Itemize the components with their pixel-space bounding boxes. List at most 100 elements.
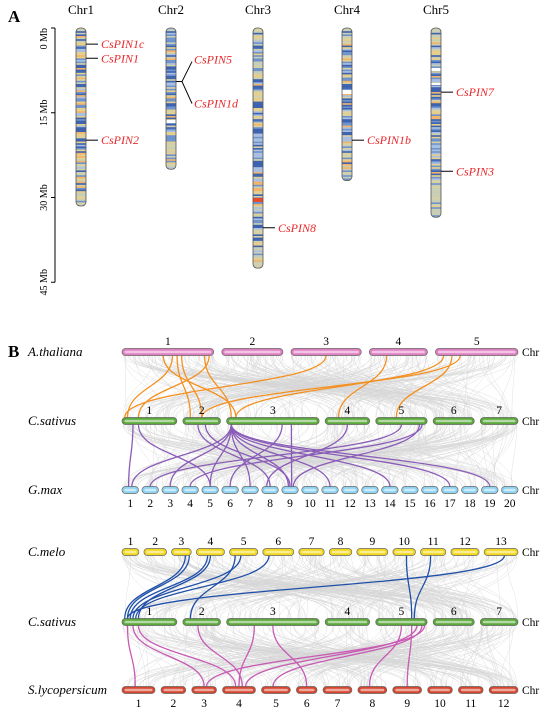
background-link — [232, 355, 255, 418]
background-link — [233, 625, 244, 687]
background-link — [202, 424, 337, 487]
background-link — [500, 625, 514, 687]
background-link — [193, 555, 249, 619]
chromosome-number: 13 — [495, 536, 507, 548]
background-link — [438, 355, 475, 418]
highlighted-link — [189, 555, 236, 619]
background-link — [195, 555, 265, 619]
background-link — [212, 355, 363, 418]
highlighted-link — [230, 424, 491, 487]
background-link — [295, 355, 413, 418]
background-link — [127, 625, 204, 687]
chromosome-number: 4 — [345, 405, 351, 417]
background-link — [163, 424, 172, 487]
background-link — [465, 625, 503, 687]
chromosome-number: 3 — [323, 336, 329, 348]
background-link — [187, 355, 219, 418]
background-link — [460, 625, 470, 687]
chr-suffix-label: Chr — [522, 617, 539, 629]
background-link — [449, 424, 476, 487]
background-link — [335, 555, 478, 619]
chromosome-number: 9 — [404, 698, 410, 710]
background-link — [480, 424, 488, 487]
chromosome-number: 10 — [398, 536, 410, 548]
chromosome-number: 17 — [444, 498, 456, 510]
chromosome-outline — [165, 27, 177, 170]
chromosome-number: 7 — [496, 405, 502, 417]
background-link — [345, 555, 411, 619]
highlighted-link — [405, 555, 413, 619]
highlighted-link — [244, 625, 418, 687]
background-link — [199, 625, 409, 687]
chromosome-title: Chr3 — [245, 2, 271, 17]
background-link — [241, 424, 297, 487]
chromosome-number: 12 — [459, 536, 471, 548]
chromosome-number: 9 — [287, 498, 293, 510]
chromosome-number: 1 — [165, 336, 171, 348]
highlighted-link — [368, 625, 403, 687]
background-link — [402, 555, 472, 619]
chromosome-number: 6 — [227, 498, 233, 510]
background-link — [141, 555, 455, 619]
chromosome-number: 8 — [369, 698, 375, 710]
highlighted-link — [169, 424, 232, 487]
background-link — [441, 355, 457, 418]
background-link — [393, 555, 462, 619]
background-link — [511, 424, 517, 487]
background-link — [162, 555, 338, 619]
highlighted-link — [176, 355, 192, 418]
background-link — [250, 424, 448, 487]
background-link — [151, 424, 328, 487]
background-link — [363, 355, 503, 418]
chromosome-number: 1 — [127, 498, 133, 510]
highlighted-link — [149, 424, 403, 487]
background-link — [128, 355, 439, 418]
background-link — [203, 555, 253, 619]
track-c-sativus: C.sativus 1 2 3 4 5 6 7 Chr — [28, 606, 539, 629]
chromosome-number: 15 — [404, 498, 416, 510]
background-link — [238, 625, 448, 687]
background-link — [400, 625, 516, 687]
background-link — [412, 355, 461, 418]
background-link — [354, 355, 485, 418]
background-link — [140, 625, 263, 687]
chromosome-number: 2 — [171, 698, 177, 710]
chromosome-title: Chr4 — [334, 2, 361, 17]
background-link — [384, 355, 496, 418]
background-link — [253, 424, 317, 487]
chromosome-number: 3 — [167, 498, 173, 510]
background-link — [124, 555, 131, 619]
background-link — [334, 424, 509, 487]
background-link — [314, 355, 463, 418]
background-link — [220, 625, 496, 687]
background-link — [433, 625, 469, 687]
background-link — [210, 424, 245, 487]
background-link — [133, 625, 190, 687]
background-link — [211, 355, 289, 418]
chromosome-number: 13 — [364, 498, 376, 510]
background-link — [202, 355, 348, 418]
background-link — [166, 355, 347, 418]
background-link — [313, 555, 391, 619]
chromosome-number: 4 — [208, 536, 214, 548]
background-link — [205, 625, 377, 687]
highlighted-link — [205, 625, 426, 687]
background-link — [290, 355, 452, 418]
background-link — [392, 555, 437, 619]
background-link — [125, 555, 158, 619]
chromosome-outline — [430, 27, 442, 218]
background-link — [461, 625, 483, 687]
background-link — [487, 424, 516, 487]
background-link — [187, 355, 360, 418]
highlighted-link — [137, 555, 212, 619]
chromosome-title: Chr1 — [68, 2, 94, 17]
background-link — [310, 355, 502, 418]
background-link — [226, 355, 295, 418]
background-link — [383, 355, 453, 418]
background-link — [511, 355, 515, 418]
highlighted-link — [137, 625, 237, 687]
background-link — [253, 355, 451, 418]
background-link — [458, 555, 517, 619]
